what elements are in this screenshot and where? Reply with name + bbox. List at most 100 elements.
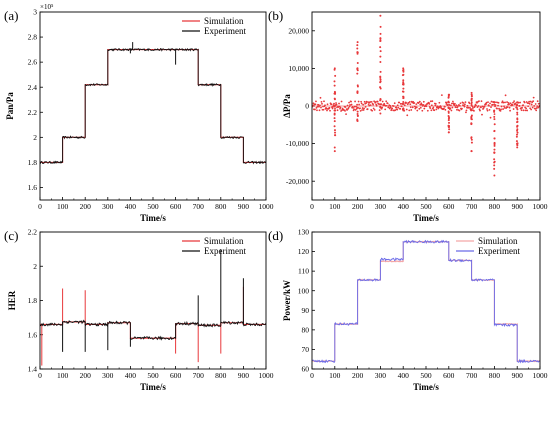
data-point: [406, 114, 409, 117]
data-point: [367, 101, 370, 104]
spike-min-point: [333, 150, 336, 153]
x-tick-label: 400: [125, 371, 137, 380]
spike-point: [447, 121, 450, 124]
data-point: [468, 102, 471, 105]
data-point: [466, 104, 469, 107]
data-point: [319, 96, 322, 99]
y-tick-label: 1.8: [28, 296, 38, 305]
data-point: [529, 107, 532, 110]
spike-max-point: [470, 91, 473, 94]
data-point: [326, 109, 328, 112]
data-point: [494, 105, 496, 108]
x-tick-label: 300: [375, 202, 387, 211]
x-tick-label: 800: [215, 371, 227, 380]
data-point: [532, 96, 535, 99]
data-point: [434, 102, 437, 105]
spike-point: [493, 137, 496, 140]
spike-point: [516, 121, 519, 124]
y-tick-label: 110: [298, 267, 309, 276]
data-point: [316, 109, 318, 112]
y-tick-label: 1.4: [28, 365, 38, 374]
spike-point: [516, 131, 519, 134]
y-tick-label: 10,000: [288, 64, 309, 73]
data-point: [334, 107, 336, 110]
spike-point: [402, 103, 405, 106]
spike-point: [402, 83, 405, 86]
data-point: [495, 101, 497, 104]
spike-point: [356, 52, 359, 55]
spike-point: [493, 103, 496, 106]
spike-point: [379, 103, 382, 106]
data-point: [406, 103, 409, 106]
data-point: [365, 100, 368, 103]
data-point: [535, 109, 538, 112]
spike-point: [470, 138, 473, 141]
data-point: [481, 113, 483, 116]
data-point: [396, 104, 399, 107]
data-point: [326, 103, 329, 106]
data-point: [430, 109, 433, 112]
data-point: [378, 103, 381, 106]
data-point: [383, 102, 386, 105]
spike-point: [470, 104, 473, 107]
spike-point: [356, 84, 359, 87]
data-point: [449, 107, 452, 110]
x-tick-label: 0: [310, 202, 314, 211]
x-tick-label: 600: [443, 371, 455, 380]
data-point: [535, 107, 538, 109]
data-point: [473, 109, 475, 112]
data-point: [312, 104, 314, 107]
y-axis-label: HER: [7, 290, 17, 310]
spike-point: [379, 78, 382, 81]
data-point: [376, 100, 379, 103]
data-point: [509, 102, 512, 105]
data-point: [491, 103, 494, 106]
spike-point: [447, 119, 450, 122]
data-point: [366, 108, 369, 110]
data-point: [386, 102, 389, 105]
data-point: [314, 108, 316, 111]
spike-point: [448, 128, 451, 131]
x-tick-label: 700: [193, 202, 205, 211]
spike-point: [379, 39, 382, 42]
data-point: [356, 103, 358, 106]
data-point: [315, 100, 317, 103]
x-tick-label: 500: [420, 202, 432, 211]
series-line-experiment: [40, 47, 266, 165]
spike-point: [447, 125, 450, 128]
spike-point: [379, 25, 382, 28]
data-point: [531, 106, 534, 109]
data-point: [529, 100, 532, 103]
data-point: [501, 100, 504, 103]
spike-point: [333, 113, 336, 116]
data-point: [319, 104, 321, 107]
data-point: [506, 106, 509, 109]
spike-point: [447, 114, 450, 117]
series-line-experiment: [40, 319, 266, 341]
legend-label: Experiment: [478, 246, 520, 256]
data-point: [503, 105, 505, 108]
legend-label: Experiment: [204, 26, 246, 36]
data-point: [423, 107, 426, 110]
data-point: [350, 103, 353, 106]
spike-point: [493, 148, 496, 151]
data-point: [439, 105, 442, 108]
data-point: [537, 102, 540, 105]
data-point: [335, 102, 337, 104]
spike-point: [470, 99, 473, 102]
x-axis-label: Time/s: [140, 382, 166, 392]
x-tick-label: 100: [329, 371, 341, 380]
data-point: [432, 106, 435, 109]
data-point: [357, 100, 360, 103]
data-point: [363, 100, 366, 103]
data-point: [405, 102, 408, 104]
y-tick-label: 2.2: [28, 108, 38, 117]
spike-point: [516, 124, 519, 127]
data-point: [335, 103, 338, 106]
panel-label: (b): [268, 8, 283, 23]
data-point: [455, 106, 457, 109]
data-point: [522, 109, 525, 112]
plot-area: [40, 42, 266, 165]
data-point: [454, 102, 456, 105]
legend-label: Experiment: [204, 246, 246, 256]
